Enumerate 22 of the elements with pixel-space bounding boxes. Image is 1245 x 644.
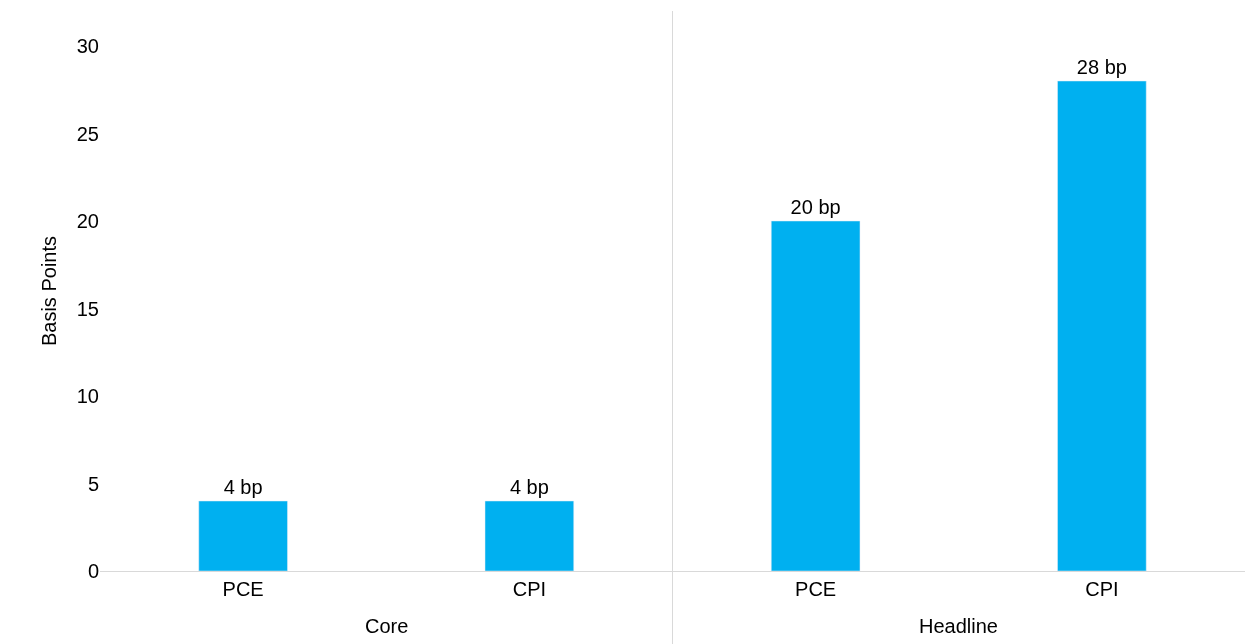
y-axis-title: Basis Points — [38, 235, 61, 347]
x-tick-label: PCE — [222, 578, 264, 600]
text: Headline — [919, 615, 998, 637]
data-label: 28 bp — [1076, 56, 1127, 78]
x-tick-label: CPI — [1085, 578, 1119, 600]
y-tick-label: 30 — [76, 35, 99, 57]
y-tick-label: 20 — [76, 210, 99, 232]
bar — [1057, 80, 1147, 571]
y-tick-label: 10 — [76, 385, 99, 407]
x-tick-label: CPI — [512, 578, 547, 600]
data-label: 4 bp — [509, 476, 549, 498]
bar — [771, 220, 861, 571]
bar — [198, 500, 288, 571]
y-tick-label: 5 — [87, 472, 99, 495]
bar — [484, 500, 574, 571]
x-tick-label: PCE — [795, 578, 837, 600]
text: Core — [365, 615, 409, 637]
data-label: 20 bp — [790, 196, 841, 218]
y-tick-label: 0 — [87, 560, 99, 582]
y-tick-label: 25 — [76, 122, 99, 145]
data-label: 4 bp — [223, 476, 263, 498]
y-tick-label: 15 — [76, 297, 99, 320]
